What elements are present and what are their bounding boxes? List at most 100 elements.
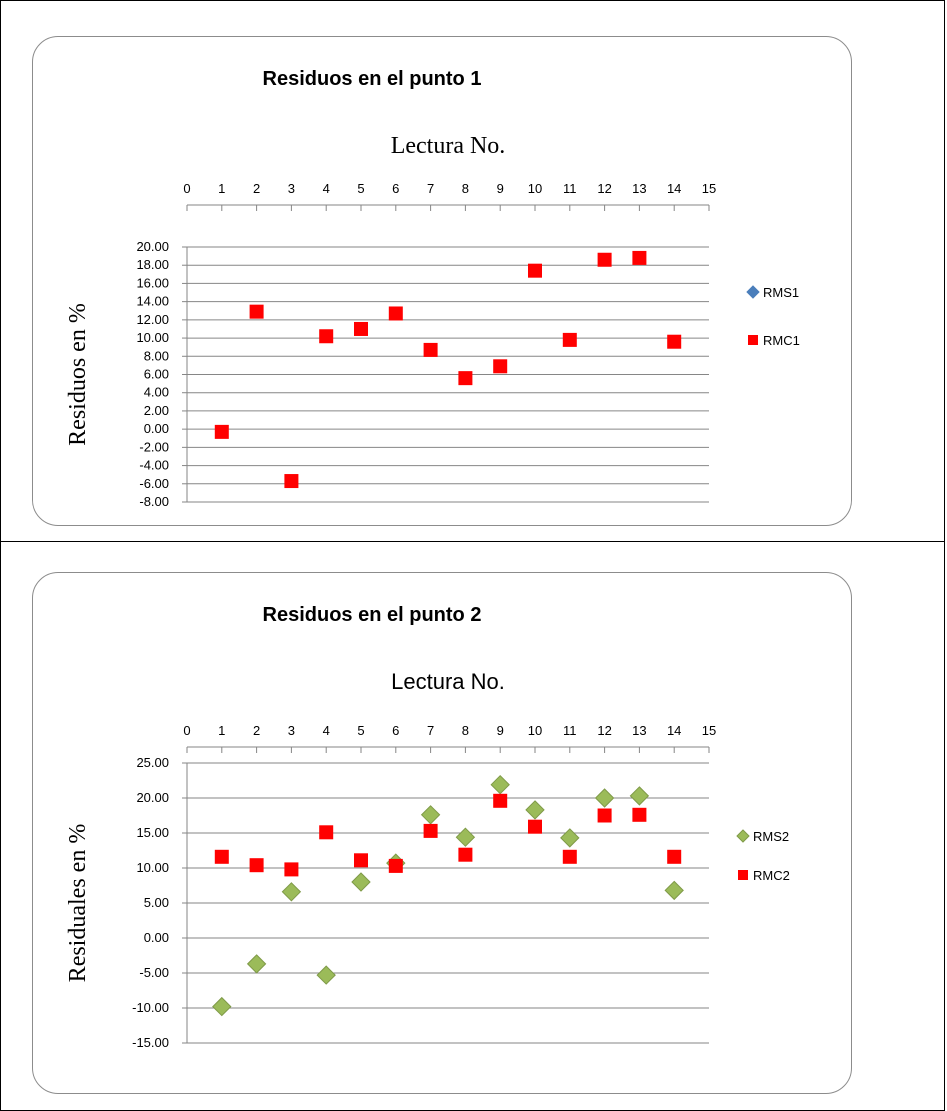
chart2-x-tick-label: 6 [392,723,399,738]
chart1-y-tick-label: 14.00 [136,294,169,309]
chart1-y-tick-label: 2.00 [144,403,169,418]
chart2-point-rms2 [525,800,545,820]
chart1-point-rmc1 [562,332,577,347]
chart2-point-rms2 [316,965,336,985]
chart1-x-tick-label: 3 [288,181,295,196]
chart2-y-tick-label: -15.00 [132,1035,169,1050]
chart1-x-tick-label: 14 [667,181,681,196]
chart1-y-tick-label: -4.00 [139,458,169,473]
chart1-y-tick-label: 6.00 [144,367,169,382]
chart2-point-rms2 [664,880,684,901]
chart1-point-rmc1 [249,304,264,319]
chart2-xlabel: Lectura No. [391,669,505,694]
chart2-x-tick-label: 2 [253,723,260,738]
chart1-xlabel: Lectura No. [391,133,506,159]
chart1-x-tick-label: 7 [427,181,434,196]
chart1-point-rmc1 [528,263,542,278]
chart2-point-rmc2 [667,849,682,864]
chart2-x-tick-label: 8 [462,723,469,738]
chart1-legend-marker-rms1 [746,285,760,299]
chart2-point-rms2 [281,882,302,902]
chart1-point-rmc1 [667,334,682,349]
chart1-x-tick-label: 5 [357,181,364,196]
chart2-point-rmc2 [562,849,577,864]
chart2-point-rms2 [420,805,441,825]
chart1-point-rmc1 [388,306,403,321]
chart1-title: Residuos en el punto 1 [263,68,482,90]
chart2-point-rmc2 [528,819,542,834]
chart2-point-rmc2 [319,825,334,840]
chart2-point-rmc2 [423,823,438,838]
chart1-y-tick-label: 12.00 [136,312,169,327]
chart1-x-tick-label: 8 [462,181,469,196]
chart-panel-1: Residuos en el punto 1 Lectura No. 0 1 2 3 4 5 6… [32,36,852,526]
chart2-point-rmc2 [214,849,229,864]
chart1-x-tick-label: 11 [563,181,577,196]
chart1-x-tick-label: 6 [392,181,399,196]
chart2-point-rms2 [212,996,232,1017]
chart2-point-rms2 [455,827,476,847]
chart1-x-tick-label: 10 [528,181,542,196]
chart2-x-tick-label: 3 [288,723,295,738]
chart-panel-2: Residuos en el punto 2 Lectura No. 0 1 2 3 4 5 6… [32,572,852,1094]
chart1-x-tick-label: 0 [183,181,190,196]
chart2-point-rmc2 [354,853,368,868]
chart1-y-tick-label: -2.00 [139,439,169,454]
chart1-x-tick-label: 4 [323,181,330,196]
chart2-x-tick-label: 0 [183,723,190,738]
chart2-y-tick-label: 15.00 [136,825,169,840]
chart2-y-tick-label: -5.00 [139,965,169,980]
chart2-point-rmc2 [249,858,264,873]
chart1-y-tick-label: 8.00 [144,348,169,363]
chart2-x-tick-label: 14 [667,723,681,738]
chart2-point-rmc2 [597,808,612,823]
chart1-x-tick-label: 1 [218,181,225,196]
chart2-x-tick-label: 5 [357,723,364,738]
chart1-x-tick-label: 2 [253,181,260,196]
chart1-x-tick-label: 15 [702,181,716,196]
chart2-x-tick-label: 4 [323,723,330,738]
chart1-point-rmc1 [632,250,647,265]
chart1-y-tick-label: 18.00 [136,257,169,272]
chart2-x-tick-label: 7 [427,723,434,738]
chart2-point-rmc2 [493,793,508,808]
chart2-x-tick-label: 9 [497,723,504,738]
chart2-x-tick-label: 15 [702,723,716,738]
chart2-x-tick-label: 13 [632,723,646,738]
chart2-point-rms2 [594,788,615,808]
chart2-y-tick-label: 25.00 [136,755,169,770]
chart1-point-rmc1 [597,252,612,267]
chart2-y-tick-label: 20.00 [136,790,169,805]
chart2-x-tick-label: 1 [218,723,225,738]
chart2-y-tick-label: 5.00 [144,895,169,910]
chart2-point-rms2 [490,774,510,795]
chart1-legend-label-rmc1: RMC1 [763,333,800,348]
chart1-legend-label-rms1: RMS1 [763,285,799,300]
chart1-y-tick-label: 16.00 [136,275,169,290]
chart2-legend-label-rms2: RMS2 [753,829,789,844]
chart2-point-rms2 [246,954,267,974]
chart2-point-rmc2 [458,847,473,862]
chart2-point-rms2 [351,872,371,892]
chart1-y-tick-label: 0.00 [144,421,169,436]
chart1-x-tick-label: 12 [597,181,611,196]
chart1-y-tick-label: 10.00 [136,330,169,345]
chart1-point-rmc1 [493,359,508,374]
chart2-legend-marker-rmc2 [738,870,748,880]
chart1-y-tick-label: 20.00 [136,239,169,254]
chart1-point-rmc1 [319,329,334,344]
chart2-point-rmc2 [632,807,647,822]
chart2-y-tick-label: 0.00 [144,930,169,945]
chart1-y-tick-label: -6.00 [139,476,169,491]
chart2-x-tick-label: 11 [563,723,577,738]
chart1-point-rmc1 [354,321,368,336]
chart2-point-rmc2 [388,858,403,873]
chart1-y-tick-label: 4.00 [144,385,169,400]
chart2-x-tick-label: 12 [597,723,611,738]
chart1-legend-marker-rmc1 [748,335,758,345]
chart1-ylabel: Residuos en % [65,303,91,446]
chart1-point-rmc1 [423,342,438,357]
chart1-point-rmc1 [458,371,473,386]
